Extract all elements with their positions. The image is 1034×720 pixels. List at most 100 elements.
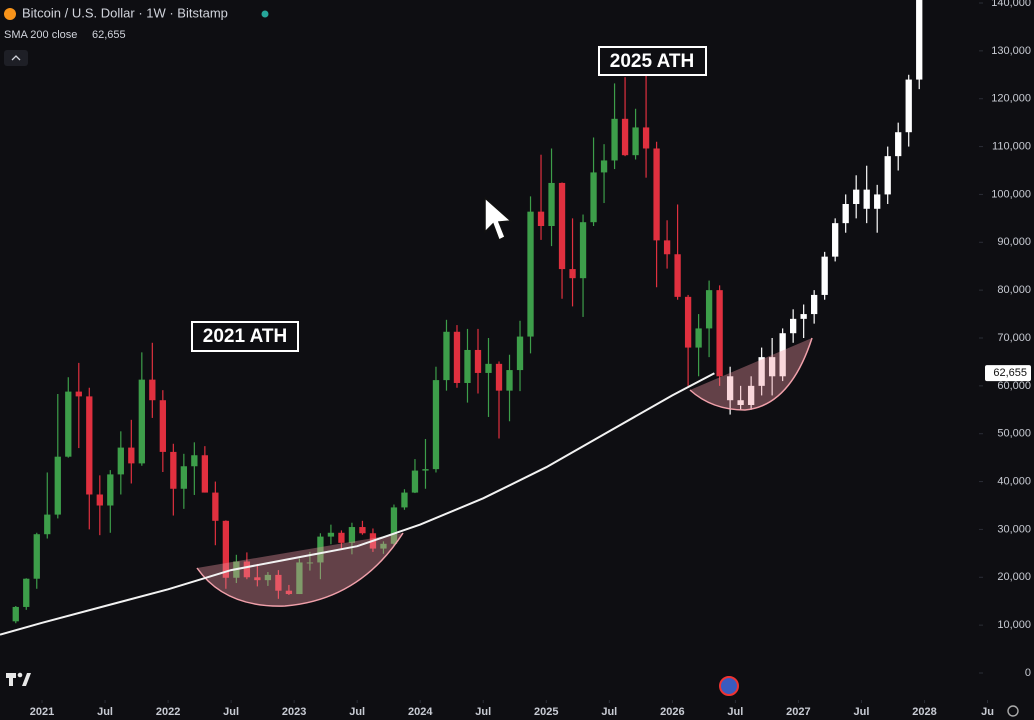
y-tick-label: 90,000 (997, 236, 1031, 248)
symbol-icon (4, 8, 16, 20)
candle-body (527, 211, 534, 337)
candle-body (107, 474, 114, 506)
candle-body (86, 396, 93, 495)
x-tick-label: 2028 (912, 706, 936, 718)
candle-body (275, 574, 282, 591)
y-tick-label: 40,000 (997, 475, 1031, 487)
sma-line (0, 372, 715, 636)
collapse-icon (11, 55, 21, 61)
candle-body (779, 333, 786, 377)
candle-body (632, 127, 639, 156)
candle-body (905, 79, 912, 133)
candle-body (212, 492, 219, 521)
plot-area (12, 0, 989, 703)
x-tick-label: Jul (223, 706, 239, 718)
candle-body (495, 363, 503, 391)
candle-body (33, 534, 40, 579)
candle-body (117, 447, 124, 475)
candle-body (96, 494, 103, 506)
cup-highlight (689, 337, 813, 411)
cursor (484, 196, 513, 242)
candle-body (684, 296, 692, 348)
candle-body (222, 520, 230, 578)
candle-body (191, 455, 198, 467)
candle-body (916, 0, 923, 80)
candle-body (422, 469, 429, 471)
event-flag[interactable] (719, 676, 739, 696)
candle-body (884, 156, 891, 195)
candle-body (138, 379, 145, 464)
y-tick-label: 130,000 (991, 45, 1031, 57)
status-dot (261, 10, 269, 18)
candle-body (359, 527, 366, 534)
y-tick-label: 100,000 (991, 188, 1031, 200)
x-tick-label: Jul (97, 706, 113, 718)
candle-body (747, 385, 755, 405)
candle-body (443, 331, 450, 381)
candle-body (485, 363, 492, 373)
candle-body (579, 222, 587, 279)
candle-body (874, 194, 881, 209)
candle-body (380, 543, 387, 549)
candle-body (674, 254, 681, 297)
candle-body (695, 328, 702, 348)
candle-body (600, 160, 608, 173)
candle-body (726, 376, 734, 401)
candle-body (453, 331, 461, 383)
candle-body (432, 380, 440, 470)
candle-body (569, 269, 576, 279)
candle-body (516, 336, 524, 371)
x-tick-label: Jul (727, 706, 743, 718)
candle-body (590, 172, 597, 223)
candle-body (327, 532, 335, 537)
candle-body (716, 290, 723, 377)
overlay (0, 372, 715, 636)
candle-body (390, 507, 398, 544)
y-tick-label: 20,000 (997, 571, 1031, 583)
cup-highlight (196, 532, 404, 607)
candle-body (464, 349, 471, 383)
candle-body (170, 451, 177, 489)
candle-body (306, 562, 314, 564)
candle-body (44, 514, 51, 535)
candle-body (506, 370, 513, 391)
x-tick-label: Jul (349, 706, 365, 718)
y-tick-label: 30,000 (997, 523, 1031, 535)
candle-body (243, 561, 251, 578)
candle-body (821, 256, 828, 295)
x-tick-label: 2024 (408, 706, 433, 718)
candle-body (401, 492, 408, 508)
y-tick-label: 110,000 (992, 140, 1031, 152)
candle-body (800, 314, 807, 319)
candle-body (842, 204, 849, 224)
candle-body (264, 574, 272, 581)
candle-body (790, 318, 797, 334)
candle-body (853, 189, 860, 204)
candle-body (705, 290, 713, 329)
candle-body (296, 562, 303, 595)
x-tick-label: Jul (475, 706, 491, 718)
candle-body (653, 148, 660, 241)
x-tick-label: Jul (853, 706, 869, 718)
price-tag (985, 365, 1031, 382)
candle-body (537, 211, 545, 227)
x-tick-label: 2022 (156, 706, 180, 718)
candle-body (23, 578, 30, 607)
symbol-title: Bitcoin / U.S. Dollar · 1W · Bitstamp (22, 5, 228, 20)
y-tick-label: 50,000 (997, 428, 1031, 440)
candle-body (159, 400, 166, 452)
collapse-button[interactable] (4, 50, 28, 66)
annotation-box (598, 46, 707, 76)
candle-body (621, 118, 629, 156)
annotation: 2021 ATH (203, 326, 287, 347)
indicator-name: SMA 200 close (4, 29, 77, 41)
settings-icon[interactable] (1007, 705, 1019, 717)
candle-body (548, 182, 555, 227)
annotation-box (191, 321, 299, 352)
candle-body (642, 127, 650, 149)
candle-body (317, 536, 324, 563)
x-tick-label: 2026 (660, 706, 684, 718)
candle-body (180, 466, 187, 489)
candle-body (611, 118, 618, 161)
